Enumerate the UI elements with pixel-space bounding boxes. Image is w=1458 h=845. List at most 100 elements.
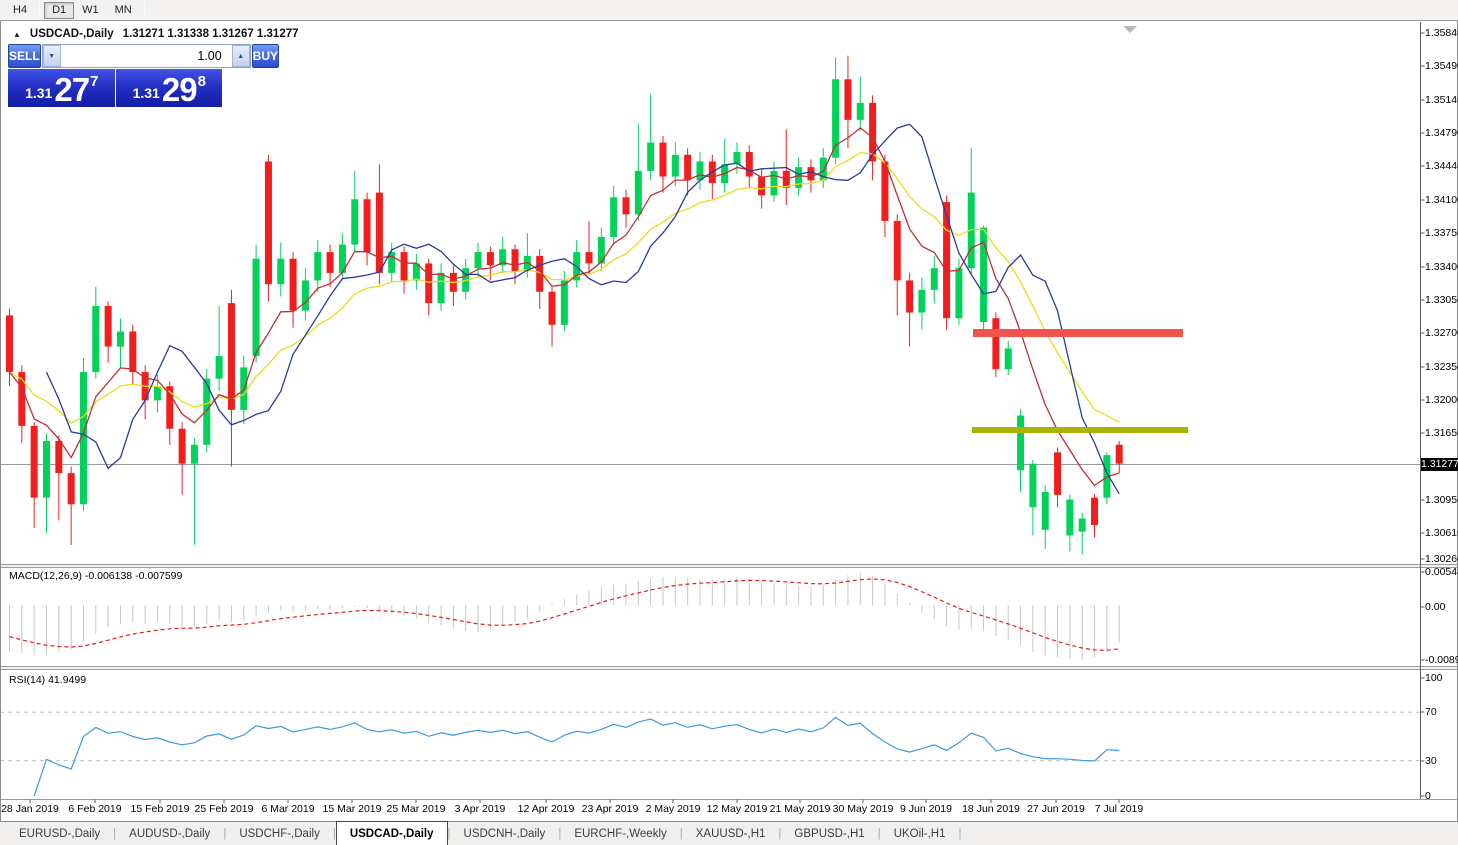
candle-body	[943, 202, 951, 319]
candle-body	[178, 428, 186, 464]
timeframe-button-h4[interactable]: H4	[13, 4, 28, 16]
date-axis-label: 27 Jun 2019	[1027, 803, 1085, 815]
price-axis-label: 1.30950	[1425, 494, 1458, 506]
candle-body	[425, 263, 433, 304]
date-axis-label: 21 May 2019	[769, 803, 831, 815]
tab-separator: |	[332, 827, 336, 840]
price-axis-label: 1.34440	[1425, 160, 1458, 172]
chart-tab-eurchf[interactable]: EURCHF-,Weekly	[574, 827, 667, 840]
candle-body	[906, 280, 914, 313]
candle-body	[634, 170, 642, 215]
candle-body	[622, 197, 630, 215]
macd-axis-label: 0.005484	[1425, 566, 1458, 578]
volume-increase-button[interactable]: ▲	[231, 45, 250, 67]
macd-axis-label: -0.00897	[1425, 654, 1458, 666]
collapse-panel-arrow-icon[interactable]: ▲	[13, 29, 21, 39]
chart-tab-usdcnh[interactable]: USDCNH-,Daily	[463, 827, 546, 840]
price-axis-label: 1.33750	[1425, 227, 1458, 239]
tab-separator: |	[223, 827, 227, 840]
date-axis-label: 12 Apr 2019	[517, 803, 575, 815]
candle-body	[647, 142, 655, 171]
candle-body	[486, 252, 494, 266]
price-axis-label: 1.33050	[1425, 294, 1458, 306]
rsi-axis-label: 0	[1425, 790, 1431, 802]
candle-body	[1017, 415, 1025, 471]
volume-input[interactable]	[60, 45, 232, 67]
candle-body	[869, 102, 877, 162]
candle-body	[338, 244, 346, 273]
candle-body	[1115, 444, 1123, 464]
tab-separator: |	[679, 827, 683, 840]
candle-body	[6, 315, 13, 373]
candle-body	[980, 227, 988, 323]
chart-tab-usdchf[interactable]: USDCHF-,Daily	[239, 827, 320, 840]
candle-body	[363, 199, 371, 253]
price-axis-label: 1.32350	[1425, 361, 1458, 373]
date-axis-label: 25 Mar 2019	[386, 803, 446, 815]
rsi-axis-label: 100	[1425, 672, 1443, 684]
candle-body	[314, 252, 322, 281]
candle-body	[893, 220, 901, 281]
candle-body	[881, 161, 889, 221]
toolbar-separator	[143, 2, 145, 18]
candle-body	[1041, 492, 1049, 530]
sell-price-display[interactable]: 1.31 27 7	[8, 69, 115, 107]
candle-body	[536, 255, 544, 292]
scroll-to-end-marker-icon[interactable]	[1123, 26, 1137, 33]
candle-body	[412, 263, 420, 281]
tab-separator: |	[558, 827, 562, 840]
timeframe-button-mn[interactable]: MN	[114, 4, 132, 16]
buy-button[interactable]: BUY	[251, 44, 280, 68]
candle-body	[289, 258, 297, 311]
chart-title: ▲ USDCAD-,Daily 1.31271 1.31338 1.31267 …	[13, 28, 299, 40]
sell-button[interactable]: SELL	[8, 44, 41, 68]
macd-axis-label: 0.00	[1425, 601, 1446, 613]
buy-price-display[interactable]: 1.31 29 8	[115, 69, 222, 107]
timeframe-button-w1[interactable]: W1	[82, 4, 99, 16]
candle-body	[1078, 518, 1086, 532]
candle-body	[203, 378, 211, 445]
date-axis-label: 6 Feb 2019	[68, 803, 122, 815]
chart-tab-audusd[interactable]: AUDUSD-,Daily	[129, 827, 211, 840]
price-axis-label: 1.34100	[1425, 194, 1458, 206]
candle-body	[153, 386, 161, 401]
date-axis-label: 15 Mar 2019	[322, 803, 382, 815]
candle-body	[795, 167, 803, 188]
candle-body	[375, 192, 383, 273]
date-axis-label: 15 Feb 2019	[130, 803, 190, 815]
tab-separator: |	[877, 827, 881, 840]
price-axis-label: 1.32000	[1425, 394, 1458, 406]
chart-tab-gbpusd[interactable]: GBPUSD-,H1	[794, 827, 865, 840]
candle-body	[264, 161, 272, 285]
chart-tab-eurusd[interactable]: EURUSD-,Daily	[19, 827, 101, 840]
price-axis-label: 1.35140	[1425, 94, 1458, 106]
rsi-axis-label: 30	[1425, 755, 1437, 767]
timeframe-button-d1[interactable]: D1	[44, 1, 75, 19]
chart-tab-usdcad[interactable]: USDCAD-,Daily	[335, 821, 448, 845]
rsi-line	[33, 716, 1120, 797]
candle-body	[955, 268, 963, 319]
chart-tab-bar: EURUSD-,Daily | AUDUSD-,Daily | USDCHF-,Dail…	[0, 821, 1458, 845]
one-click-trading-panel: SELL ▼ ▲ BUY 1.31 27 7 1.31 29 8	[8, 44, 280, 107]
date-axis-label: 25 Feb 2019	[194, 803, 254, 815]
toolbar-separator	[39, 2, 41, 18]
chart-tab-xauusd[interactable]: XAUUSD-,H1	[695, 827, 766, 840]
candle-body	[819, 157, 827, 181]
candle-body	[166, 386, 174, 429]
chart-symbol-period: USDCAD-,Daily	[29, 28, 114, 40]
volume-decrease-button[interactable]: ▼	[42, 45, 61, 67]
chart-tab-ukoil[interactable]: UKOil-,H1	[893, 827, 946, 840]
candle-body	[832, 79, 840, 158]
date-axis-label: 28 Jan 2019	[1, 803, 59, 815]
candle-body	[758, 176, 766, 196]
candle-body	[1091, 497, 1099, 526]
candle-body	[807, 167, 815, 181]
support-zone-bar	[972, 427, 1188, 433]
sell-price-pip: 7	[90, 73, 99, 90]
tab-separator: |	[447, 827, 451, 840]
candle-body	[930, 268, 938, 290]
candle-body	[18, 372, 26, 426]
sell-price-prefix: 1.31	[25, 85, 53, 101]
